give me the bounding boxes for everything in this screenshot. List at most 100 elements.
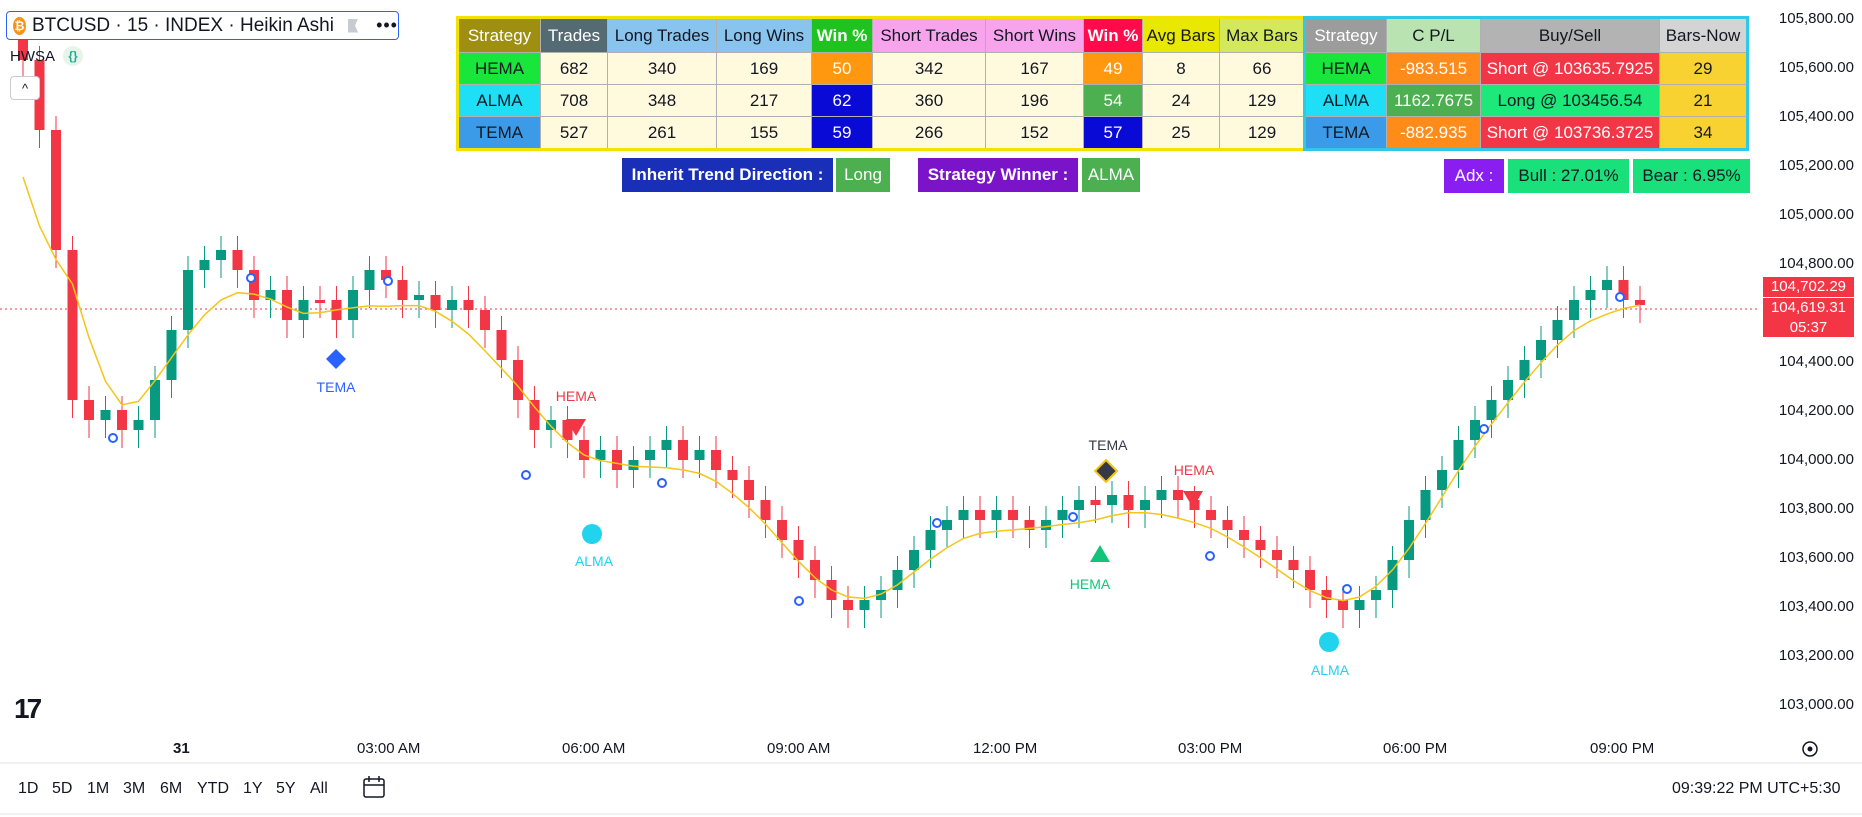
stats-cell: 342: [872, 52, 986, 85]
more-options-icon[interactable]: •••: [376, 15, 398, 35]
symbol-title: BTCUSD · 15 · INDEX · Heikin Ashi: [32, 14, 334, 36]
candle-body: [1090, 500, 1101, 505]
stats-cell: 167: [985, 52, 1084, 85]
date-range-icon[interactable]: [363, 776, 385, 798]
time-axis-label: 09:00 PM: [1590, 740, 1655, 757]
stats-row-alma: ALMA 708 348 217 62 360 196 54 24 129: [457, 84, 1306, 117]
pnl-row-alma: ALMA 1162.7675 Long @ 103456.54 21: [1304, 84, 1748, 117]
candle-body: [496, 330, 507, 360]
candle-body: [1255, 540, 1266, 550]
signal-dot: [1342, 584, 1352, 594]
signal-dot: [1205, 551, 1215, 561]
candle-body: [1239, 530, 1249, 540]
candle-body: [1173, 490, 1183, 500]
range-button-6m[interactable]: 6M: [160, 780, 183, 797]
candle-body: [777, 520, 787, 540]
range-button-all[interactable]: All: [310, 780, 328, 797]
candle-body: [1123, 495, 1134, 510]
price-axis-label: 103,800.00: [1778, 500, 1854, 517]
range-button-ytd[interactable]: YTD: [197, 780, 229, 797]
candle-body: [529, 400, 540, 430]
candle-body: [1536, 340, 1546, 360]
price-axis-label: 105,600.00: [1778, 59, 1854, 76]
range-button-1y[interactable]: 1Y: [243, 780, 263, 797]
range-button-3m[interactable]: 3M: [123, 780, 146, 797]
candle-body: [694, 450, 705, 460]
indicator-label[interactable]: HWSA: [10, 48, 55, 65]
candle-body: [1288, 560, 1299, 570]
candle-body: [183, 270, 193, 330]
signal-dot: [1615, 292, 1625, 302]
candle-body: [513, 360, 523, 400]
candle-body: [1387, 560, 1398, 590]
candle-body: [381, 270, 391, 280]
timezone-clock[interactable]: 09:39:22 PM UTC+5:30: [1672, 780, 1841, 797]
stats-cell: 340: [607, 52, 717, 85]
range-button-5d[interactable]: 5D: [52, 780, 73, 797]
signal-dot: [794, 596, 804, 606]
candle-body: [1470, 420, 1480, 440]
candle-body: [1635, 300, 1645, 305]
pnl-cell: HEMA: [1304, 52, 1387, 85]
candle-body: [1321, 590, 1332, 600]
pnl-header-cell: C P/L: [1386, 17, 1481, 53]
settings-gear-icon[interactable]: [1802, 741, 1818, 757]
candle-body: [216, 250, 226, 260]
candle-body: [942, 520, 952, 530]
collapse-indicators-button[interactable]: ^: [10, 76, 40, 100]
symbol-header[interactable]: ₿ BTCUSD · 15 · INDEX · Heikin Ashi •••: [6, 11, 399, 40]
stats-header-cell: Short Wins: [985, 17, 1084, 53]
stats-cell: 682: [540, 52, 608, 85]
indicator-source-icon[interactable]: {}: [63, 46, 83, 66]
candle-body: [348, 290, 358, 320]
price-axis-label: 104,200.00: [1778, 402, 1854, 419]
stats-cell: 129: [1219, 84, 1306, 117]
adx-bull-value: Bull : 27.01%: [1508, 159, 1629, 193]
price-axis-label: 105,000.00: [1778, 206, 1854, 223]
stats-header-row: Strategy Trades Long Trades Long Wins Wi…: [457, 17, 1306, 53]
candle-body: [958, 510, 969, 520]
stats-cell: 152: [985, 116, 1084, 150]
stats-header-cell: Trades: [540, 17, 608, 53]
flag-icon[interactable]: [347, 18, 359, 33]
candle-body: [1272, 550, 1282, 560]
candle-body: [661, 440, 672, 450]
price-axis-label: 105,800.00: [1778, 10, 1854, 27]
candle-body: [1041, 520, 1051, 530]
candle-body: [843, 600, 853, 610]
range-button-5y[interactable]: 5Y: [276, 780, 296, 797]
candle-body: [232, 250, 243, 270]
alma-circle-marker-2: [1319, 632, 1339, 652]
markers: [326, 349, 1339, 652]
adx-bear-value: Bear : 6.95%: [1633, 159, 1750, 193]
hema-marker-label: HEMA: [555, 388, 597, 404]
stats-cell: ALMA: [457, 84, 541, 117]
strategy-winner-value: ALMA: [1082, 158, 1140, 192]
signal-dot: [1479, 424, 1489, 434]
candle-body: [892, 570, 903, 590]
stats-header-cell: Short Trades: [872, 17, 986, 53]
candle-body: [579, 440, 589, 460]
stats-header-cell: Avg Bars: [1142, 17, 1220, 53]
candle-body: [397, 280, 408, 300]
signal-dot: [657, 478, 667, 488]
candle-body: [1569, 300, 1579, 320]
signal-dot: [932, 518, 942, 528]
pnl-cell: Short @ 103635.7925: [1480, 52, 1660, 85]
stats-cell: 62: [811, 84, 873, 117]
pnl-header-row: Strategy C P/L Buy/Sell Bars-Now: [1304, 17, 1748, 53]
range-button-1m[interactable]: 1M: [87, 780, 110, 797]
time-axis-label: 03:00 AM: [357, 740, 421, 757]
stats-row-hema: HEMA 682 340 169 50 342 167 49 8 66: [457, 52, 1306, 85]
candle-body: [793, 540, 804, 560]
candle-body: [1486, 400, 1497, 420]
pnl-header-cell: Bars-Now: [1659, 17, 1748, 53]
candle-body: [100, 410, 111, 420]
candle-body: [298, 300, 309, 320]
stats-cell: 155: [716, 116, 812, 150]
price-axis-label: 103,600.00: [1778, 549, 1854, 566]
range-button-1d[interactable]: 1D: [18, 780, 39, 797]
stats-cell: 360: [872, 84, 986, 117]
stats-cell: 24: [1142, 84, 1220, 117]
